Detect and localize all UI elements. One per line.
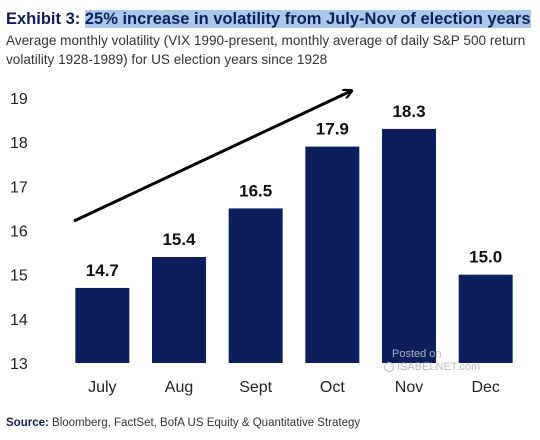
watermark-logo-icon (384, 362, 394, 372)
trend-arrow (73, 91, 351, 223)
x-tick-label-oct: Oct (320, 379, 345, 396)
bar-oct (305, 146, 360, 363)
x-tick-label-aug: Aug (165, 379, 193, 396)
data-label-july: 14.7 (86, 261, 119, 280)
bar-dec (458, 274, 513, 363)
y-tick-label: 19 (10, 91, 28, 108)
bar-aug (152, 257, 206, 363)
bar-sept (228, 208, 283, 363)
y-tick-label: 16 (10, 224, 28, 241)
x-axis: July Aug Sept Oct Nov Dec (88, 379, 500, 396)
chart-header: Exhibit 3: 25% increase in volatility fr… (6, 8, 536, 69)
chart-subtitle: Average monthly volatility (VIX 1990-pre… (6, 33, 526, 67)
watermark: Posted on ISABELNET.com (384, 348, 480, 373)
bar-nov (382, 128, 436, 363)
source-text: Bloomberg, FactSet, BofA US Equity & Qua… (48, 417, 361, 429)
title-prefix: Exhibit 3: (6, 10, 85, 28)
x-tick-label-dec: Dec (471, 379, 499, 396)
data-label-nov: 18.3 (392, 102, 425, 121)
bars-group: 14.7 15.4 16.5 17.9 18.3 15.0 (75, 102, 513, 363)
y-tick-label: 18 (10, 135, 28, 152)
chart-title: Exhibit 3: 25% increase in volatility fr… (6, 8, 536, 30)
data-label-sept: 16.5 (239, 181, 272, 200)
y-tick-label: 17 (10, 179, 28, 196)
y-tick-label: 14 (10, 312, 28, 329)
x-tick-label-nov: Nov (395, 379, 423, 396)
y-tick-label: 13 (10, 356, 28, 373)
source-label: Source: (6, 417, 49, 429)
watermark-line2-row: ISABELNET.com (384, 361, 480, 373)
data-label-oct: 17.9 (316, 120, 349, 139)
source-note: Source: Bloomberg, FactSet, BofA US Equi… (6, 417, 360, 429)
y-axis: 13 14 15 16 17 18 19 (10, 91, 28, 373)
watermark-line2: ISABELNET.com (397, 361, 481, 373)
y-tick-label: 15 (10, 268, 28, 285)
x-tick-label-july: July (88, 379, 116, 396)
data-label-aug: 15.4 (162, 230, 196, 249)
title-highlight: 25% increase in volatility from July-Nov… (84, 10, 531, 28)
x-tick-label-sept: Sept (239, 379, 272, 396)
watermark-line1: Posted on (392, 348, 442, 360)
data-label-dec: 15.0 (469, 248, 502, 267)
bar-july (75, 287, 130, 363)
